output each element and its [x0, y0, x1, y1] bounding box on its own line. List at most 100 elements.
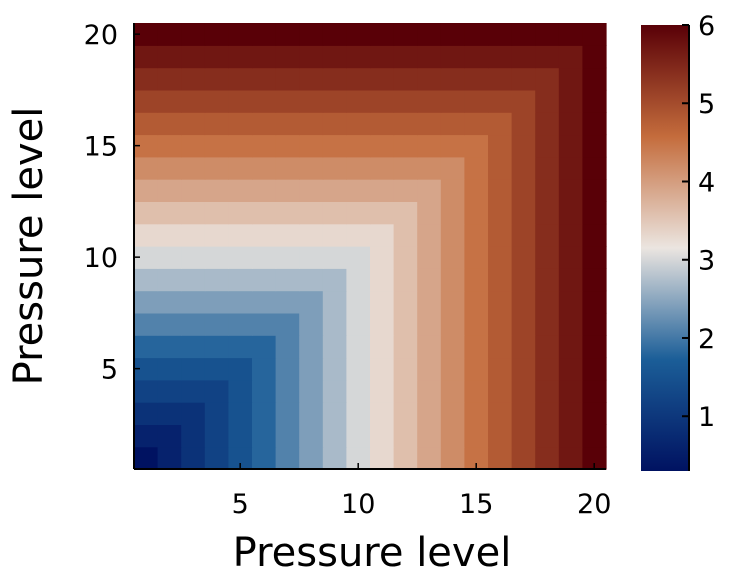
heatmap-cell: [488, 67, 513, 91]
heatmap-cell: [322, 179, 347, 202]
heatmap-cell: [275, 268, 300, 292]
heatmap-cell: [370, 446, 395, 470]
heatmap-cell: [157, 246, 182, 269]
heatmap-cell: [346, 112, 371, 136]
x-tick-label: 20: [577, 489, 611, 520]
heatmap-cell: [370, 179, 395, 202]
heatmap-cell: [464, 134, 489, 158]
heatmap-cell: [252, 179, 277, 202]
heatmap-cell: [275, 357, 300, 381]
heatmap-cell: [228, 179, 253, 202]
heatmap-cell: [440, 402, 465, 425]
heatmap-cell: [204, 45, 229, 69]
heatmap-cell: [134, 424, 159, 448]
heatmap-cell: [322, 335, 347, 359]
colorbar-tick-label: 4: [698, 167, 715, 198]
heatmap-cell: [275, 89, 300, 113]
heatmap-cell: [464, 268, 489, 292]
heatmap-cell: [464, 45, 489, 69]
heatmap-cell: [299, 89, 324, 113]
heatmap-cell: [181, 312, 206, 336]
heatmap-cell: [488, 246, 513, 269]
heatmap-cell: [299, 379, 324, 403]
heatmap-cell: [558, 179, 583, 202]
heatmap-cell: [393, 23, 418, 46]
heatmap-cell: [204, 89, 229, 113]
heatmap-cell: [157, 402, 182, 425]
heatmap-cell: [582, 268, 607, 292]
y-axis-title: Pressure level: [6, 107, 52, 386]
heatmap-cell: [417, 312, 442, 336]
heatmap-cell: [322, 402, 347, 425]
heatmap-cell: [322, 23, 347, 46]
heatmap-cell: [440, 223, 465, 247]
heatmap-cell: [252, 446, 277, 470]
heatmap-cell: [464, 23, 489, 46]
heatmap-cell: [440, 179, 465, 202]
heatmap-cell: [275, 446, 300, 470]
heatmap-cell: [488, 268, 513, 292]
heatmap-cell: [488, 179, 513, 202]
heatmap-cell: [417, 290, 442, 314]
heatmap-cell: [322, 446, 347, 470]
heatmap-cell: [558, 402, 583, 425]
heatmap-cell: [181, 424, 206, 448]
colorbar-tick-label: 1: [698, 402, 715, 433]
heatmap-cell: [299, 156, 324, 180]
heatmap-cell: [346, 402, 371, 425]
heatmap-cell: [582, 379, 607, 403]
heatmap-cell: [134, 23, 159, 46]
heatmap-cell: [204, 201, 229, 225]
heatmap-cell: [535, 89, 560, 113]
heatmap-cell: [134, 290, 159, 314]
heatmap-cell: [181, 246, 206, 269]
heatmap-cell: [157, 23, 182, 46]
heatmap-cell: [322, 112, 347, 136]
heatmap-cell: [370, 246, 395, 269]
heatmap-cell: [322, 357, 347, 381]
heatmap-cell: [464, 223, 489, 247]
heatmap-cell: [228, 201, 253, 225]
heatmap-cell: [134, 246, 159, 269]
heatmap-cell: [157, 335, 182, 359]
heatmap-cell: [322, 312, 347, 336]
heatmap-cell: [322, 201, 347, 225]
heatmap-cell: [535, 379, 560, 403]
heatmap-cell: [346, 134, 371, 158]
heatmap-cell: [558, 67, 583, 91]
heatmap-cell: [417, 201, 442, 225]
heatmap-cell: [393, 268, 418, 292]
heatmap-cell: [157, 89, 182, 113]
heatmap-cell: [181, 179, 206, 202]
heatmap-cell: [511, 45, 536, 69]
heatmap-cell: [346, 424, 371, 448]
heatmap-cell: [440, 312, 465, 336]
heatmap-cell: [511, 246, 536, 269]
heatmap-cell: [299, 446, 324, 470]
heatmap-cell: [558, 201, 583, 225]
heatmap-cell: [558, 290, 583, 314]
heatmap-cell: [204, 23, 229, 46]
heatmap-cell: [370, 45, 395, 69]
heatmap-cell: [346, 179, 371, 202]
heatmap-cell: [535, 335, 560, 359]
heatmap-cell: [582, 223, 607, 247]
x-axis-title: Pressure level: [233, 530, 512, 575]
heatmap-cell: [488, 223, 513, 247]
heatmap-cell: [393, 379, 418, 403]
heatmap-cell: [370, 23, 395, 46]
heatmap-cell: [558, 268, 583, 292]
heatmap-cell: [393, 246, 418, 269]
heatmap-cell: [440, 23, 465, 46]
heatmap-cell: [134, 379, 159, 403]
heatmap-cell: [488, 201, 513, 225]
heatmap-cell: [370, 379, 395, 403]
heatmap-cell: [511, 223, 536, 247]
heatmap-cell: [228, 89, 253, 113]
heatmap-cell: [464, 89, 489, 113]
x-tick-labels: 5 10 15 20: [232, 463, 611, 520]
heatmap-cell: [558, 156, 583, 180]
heatmap-cell: [464, 112, 489, 136]
heatmap-cell: [417, 134, 442, 158]
heatmap-cell: [275, 156, 300, 180]
